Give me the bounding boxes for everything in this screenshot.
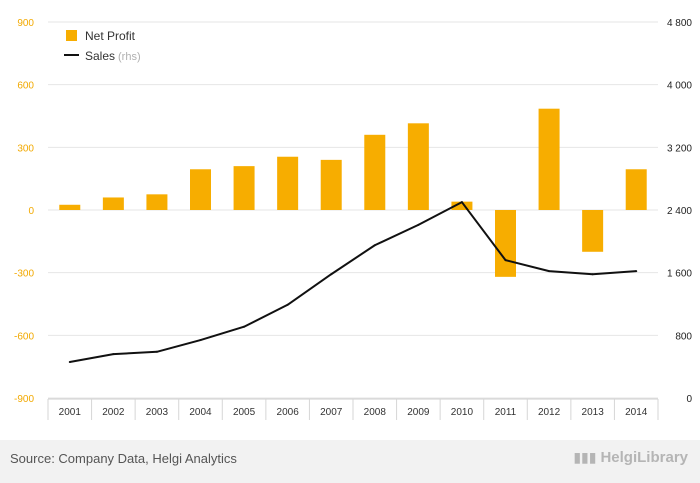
x-tick-label: 2010 [451, 407, 474, 418]
legend-line-label: Sales [85, 49, 115, 63]
x-tick-label: 2001 [59, 407, 82, 418]
line-point [548, 270, 551, 273]
left-tick-label: 300 [17, 143, 34, 154]
line-point [68, 360, 71, 363]
legend-bar-label: Net Profit [85, 29, 136, 43]
footer-bar [0, 440, 700, 483]
bar [59, 204, 81, 210]
right-tick-label: 4 800 [667, 18, 692, 29]
line-point [591, 273, 594, 276]
right-tick-label: 3 200 [667, 143, 692, 154]
left-tick-label: 0 [28, 206, 34, 217]
left-tick-label: -900 [14, 394, 34, 405]
bar [451, 201, 473, 210]
x-tick-label: 2008 [364, 407, 387, 418]
line-point [155, 350, 158, 353]
x-tick-label: 2003 [146, 407, 169, 418]
line-point [504, 259, 507, 262]
bar [233, 166, 255, 210]
right-tick-label: 4 000 [667, 81, 692, 92]
bar [320, 159, 342, 210]
line-point [635, 270, 638, 273]
line-point [286, 303, 289, 306]
legend-bar-swatch [66, 30, 77, 41]
right-axis-ticks: 4 800 4 000 3 200 2 400 1 600 800 0 [667, 18, 692, 405]
line-series [68, 201, 638, 363]
combo-chart: 900 600 300 0 -300 -600 -900 4 800 4 000 3 200 2 … [14, 18, 692, 420]
x-tick-label: 2007 [320, 407, 343, 418]
source-note: Source: Company Data, Helgi Analytics [10, 451, 237, 466]
line-point [417, 223, 420, 226]
bar-series [59, 108, 647, 277]
bar [364, 134, 386, 210]
right-tick-label: 2 400 [667, 206, 692, 217]
legend-line-suffix: (rhs) [118, 51, 141, 63]
x-tick-label: 2012 [538, 407, 561, 418]
x-tick-label: 2002 [102, 407, 125, 418]
chart-bars-icon: ▮▮▮ [573, 449, 597, 465]
sales-line [69, 201, 637, 363]
brand-logo: ▮▮▮ HelgiLibrary [573, 449, 688, 466]
brand-text: HelgiLibrary [600, 449, 688, 466]
bar [625, 169, 647, 210]
left-axis-ticks: 900 600 300 0 -300 -600 -900 [14, 18, 34, 405]
line-point [373, 244, 376, 247]
x-tick-label: 2005 [233, 407, 256, 418]
x-tick-label: 2009 [407, 407, 430, 418]
bar [538, 108, 560, 210]
bar [146, 194, 168, 210]
line-point [460, 201, 463, 204]
bar [495, 210, 516, 277]
x-tick-label: 2004 [189, 407, 212, 418]
right-tick-label: 0 [686, 394, 692, 405]
line-point [112, 353, 115, 356]
bar [102, 197, 124, 210]
line-point [199, 339, 202, 342]
left-tick-label: 600 [17, 81, 34, 92]
line-point [330, 273, 333, 276]
bar [190, 169, 211, 210]
grid-lines [48, 21, 658, 399]
x-tick-label: 2006 [277, 407, 300, 418]
right-tick-label: 800 [675, 331, 692, 342]
x-tick-label: 2013 [582, 407, 605, 418]
bar [277, 156, 299, 210]
bar [407, 123, 429, 210]
right-tick-label: 1 600 [667, 269, 692, 280]
left-tick-label: -300 [14, 269, 34, 280]
line-point [243, 325, 246, 328]
x-axis: 2001 2002 2003 2004 2005 2006 2007 2008 2009 2010… [47, 398, 659, 420]
x-tick-label: 2011 [495, 407, 517, 418]
left-tick-label: 900 [17, 18, 34, 29]
x-tick-label: 2014 [625, 407, 648, 418]
legend: Net Profit Sales (rhs) [64, 29, 141, 63]
left-tick-label: -600 [14, 331, 34, 342]
bar [582, 210, 604, 252]
